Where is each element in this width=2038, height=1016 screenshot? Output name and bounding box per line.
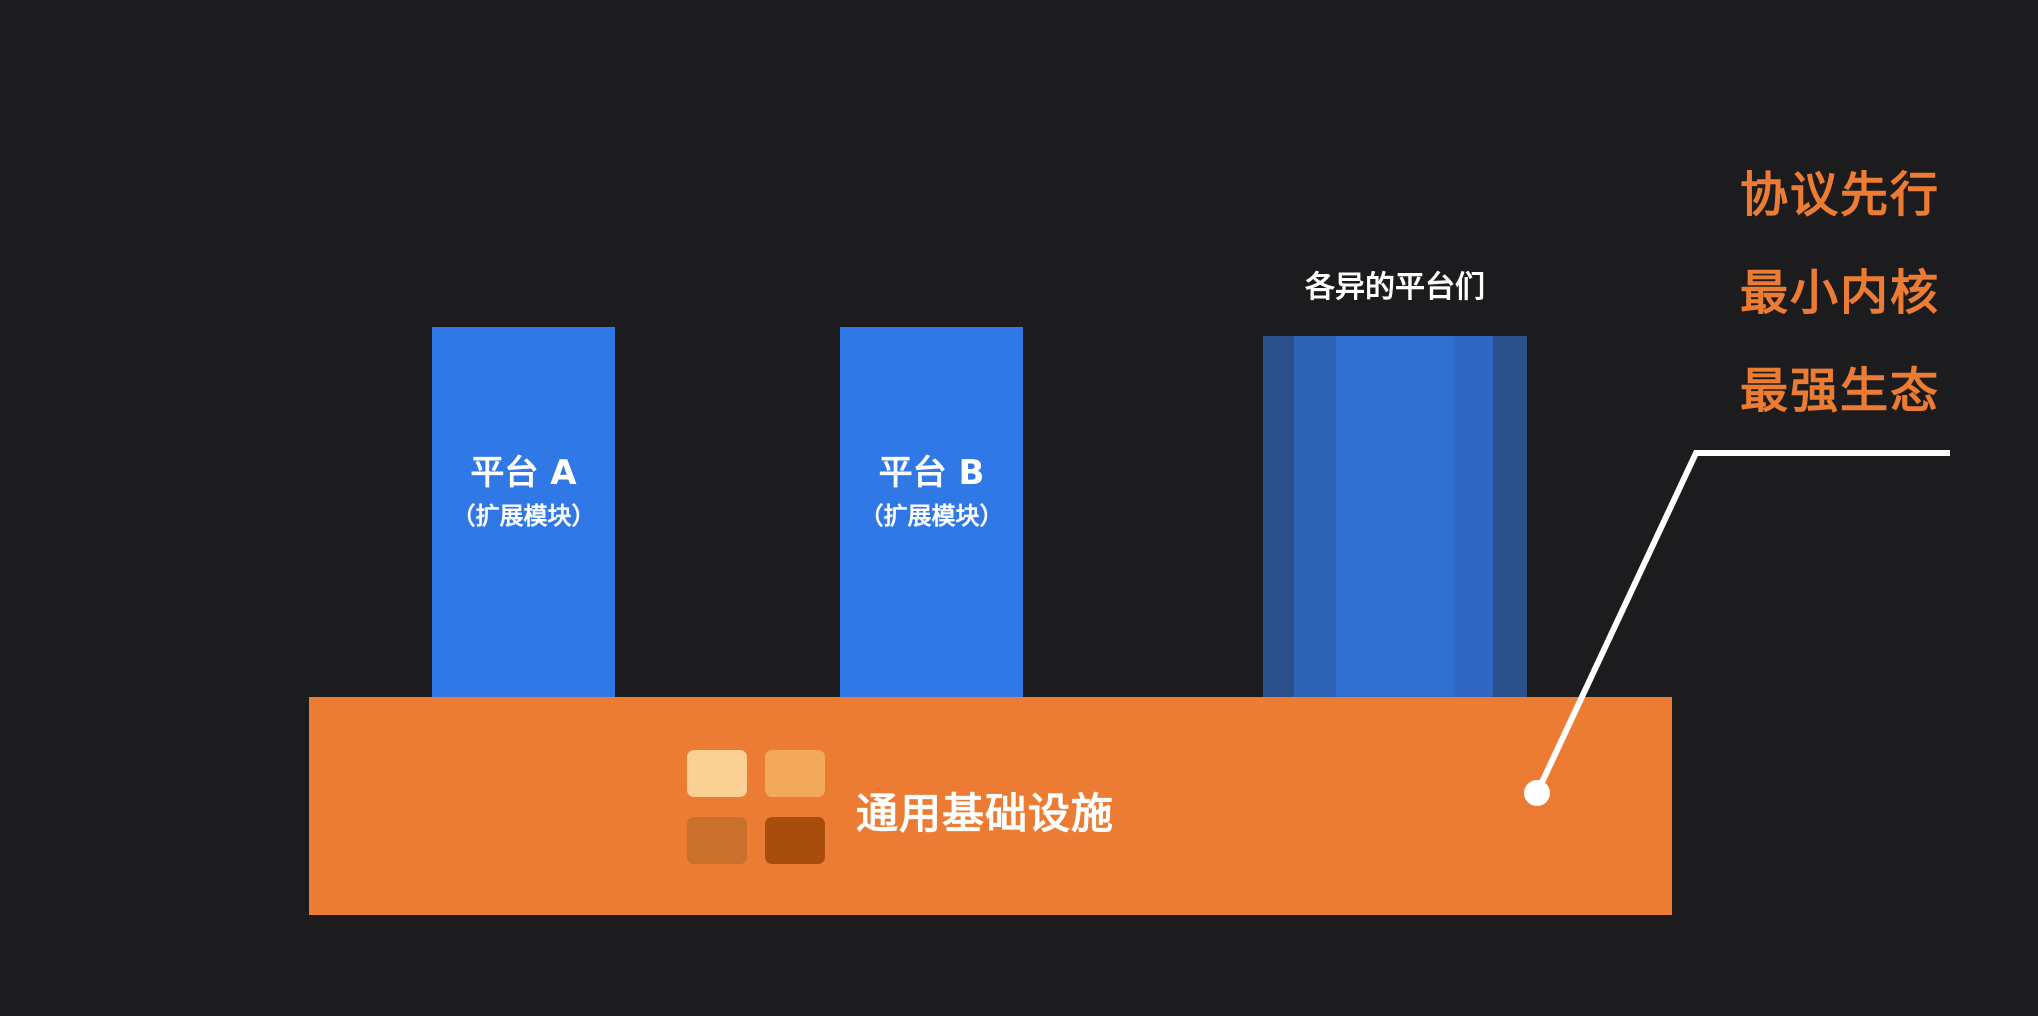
foundation-bar [309,697,1672,915]
foundation-label: 通用基础设施 [856,789,1115,838]
diverse-platform-strip [1453,336,1494,699]
principle-protocol-first: 协议先行 [1739,167,1940,223]
principle-minimal-kernel: 最小内核 [1739,265,1940,321]
platform-a-block: 平台 A （扩展模块） [432,327,615,699]
diverse-platform-strip [1294,336,1337,699]
diverse-platforms-label: 各异的平台们 [1305,270,1485,305]
principle-strongest-ecosystem: 最强生态 [1739,363,1940,419]
platform-b-subtitle: （扩展模块） [859,502,1004,531]
diverse-platform-strip [1422,336,1454,699]
diverse-platform-strip [1336,336,1423,699]
infrastructure-tile-icon [687,750,747,797]
platform-a-title: 平台 A [470,452,577,493]
callout-dot-icon [1524,780,1550,806]
infrastructure-tile-icon [687,817,747,864]
diverse-platform-strip [1493,336,1527,699]
platform-a-subtitle: （扩展模块） [451,502,596,531]
infrastructure-tile-icon [765,817,825,864]
callout-line [1534,450,1950,795]
principles-list: 协议先行 最小内核 最强生态 [1740,160,1940,454]
platform-b-title: 平台 B [878,452,985,493]
diverse-platform-strip [1263,336,1295,699]
diverse-platforms-stack [1263,336,1527,699]
platform-b-block: 平台 B （扩展模块） [840,327,1023,699]
infrastructure-tile-icon [765,750,825,797]
